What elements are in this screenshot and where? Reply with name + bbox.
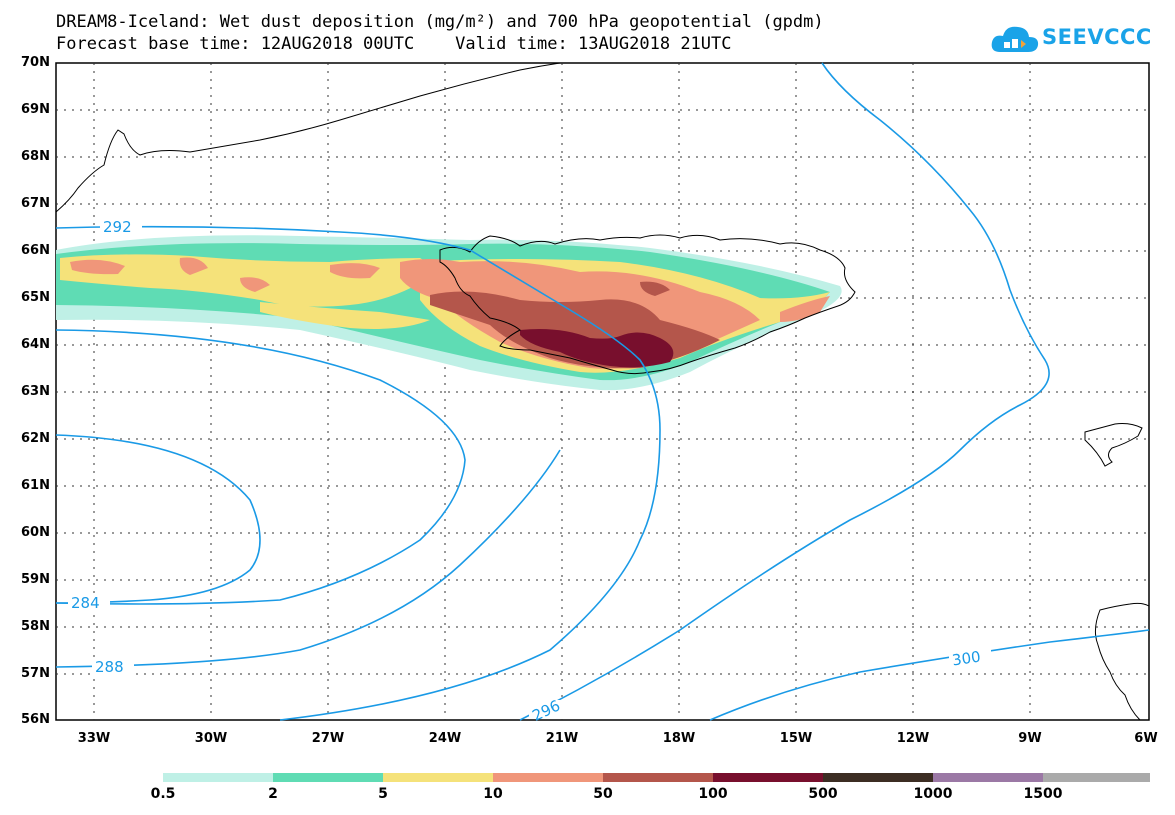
lat-label: 64N	[21, 337, 50, 352]
contour-label-288: 288	[95, 658, 124, 676]
lon-label: 27W	[311, 731, 345, 746]
lon-label: 9W	[1018, 731, 1042, 746]
colorbar-segment	[163, 773, 273, 782]
colorbar-segment	[493, 773, 603, 782]
colorbar-segment	[933, 773, 1043, 782]
lat-label: 69N	[21, 102, 50, 117]
lon-label: 12W	[896, 731, 930, 746]
faroe-islands-coast	[1084, 423, 1143, 467]
colorbar-segment	[383, 773, 493, 782]
lon-label: 33W	[77, 731, 111, 746]
colorbar-label: 10	[483, 786, 503, 802]
colorbar-label: 1500	[1023, 786, 1063, 802]
lon-label: 24W	[428, 731, 462, 746]
dust-deposition-field	[56, 235, 842, 391]
greenland-coast	[55, 62, 561, 213]
lat-label: 61N	[21, 478, 50, 493]
colorbar-segment	[273, 773, 383, 782]
scotland-coast	[1094, 602, 1150, 721]
lon-label: 18W	[662, 731, 696, 746]
contour-label-284: 284	[71, 594, 100, 612]
logo-text: SEEVCCC	[1042, 25, 1152, 49]
lat-label: 68N	[21, 149, 50, 164]
colorbar-label: 50	[593, 786, 613, 802]
lon-label: 15W	[779, 731, 813, 746]
contour-288	[55, 449, 561, 668]
colorbar-segment	[1043, 773, 1150, 782]
gridlines	[56, 63, 1149, 720]
contour-296	[519, 62, 1050, 721]
lat-label: 59N	[21, 572, 50, 587]
colorbar-label: 2	[268, 786, 278, 802]
seevccc-logo: SEEVCCC	[990, 20, 1152, 58]
contour-284	[55, 434, 261, 604]
title-line-2: Forecast base time: 12AUG2018 00UTC Vali…	[56, 34, 732, 54]
colorbar-label: 5	[378, 786, 388, 802]
colorbar-segment	[823, 773, 933, 782]
colorbar-segment	[603, 773, 713, 782]
contour-label-300: 300	[951, 648, 982, 670]
lat-label: 67N	[21, 196, 50, 211]
lat-label: 58N	[21, 619, 50, 634]
lat-label: 60N	[21, 525, 50, 540]
cloud-icon	[991, 26, 1039, 52]
lat-label: 66N	[21, 243, 50, 258]
coastlines	[55, 62, 1150, 721]
colorbar-label: 1000	[913, 786, 953, 802]
lat-label: 65N	[21, 290, 50, 305]
lon-label: 6W	[1134, 731, 1158, 746]
colorbar-label: 0.5	[150, 786, 176, 802]
contour-300	[709, 629, 1150, 721]
geopotential-contours	[55, 62, 1150, 721]
title-line-1: DREAM8-Iceland: Wet dust deposition (mg/…	[56, 12, 824, 32]
lat-label: 62N	[21, 431, 50, 446]
lat-label: 63N	[21, 384, 50, 399]
colorbar-label: 500	[808, 786, 838, 802]
colorbar-label: 100	[698, 786, 728, 802]
contour-label-292: 292	[103, 218, 132, 236]
lon-label: 21W	[545, 731, 579, 746]
lat-label: 57N	[21, 666, 50, 681]
lat-label: 70N	[21, 55, 50, 70]
contour-292	[55, 225, 661, 721]
lon-label: 30W	[194, 731, 228, 746]
iceland-coast	[439, 234, 856, 375]
dust-level-100	[520, 329, 674, 368]
contour-left	[55, 329, 466, 605]
colorbar-segment	[713, 773, 823, 782]
contour-labels: 292 284 288 296 300	[68, 218, 991, 725]
lat-label: 56N	[21, 712, 50, 727]
